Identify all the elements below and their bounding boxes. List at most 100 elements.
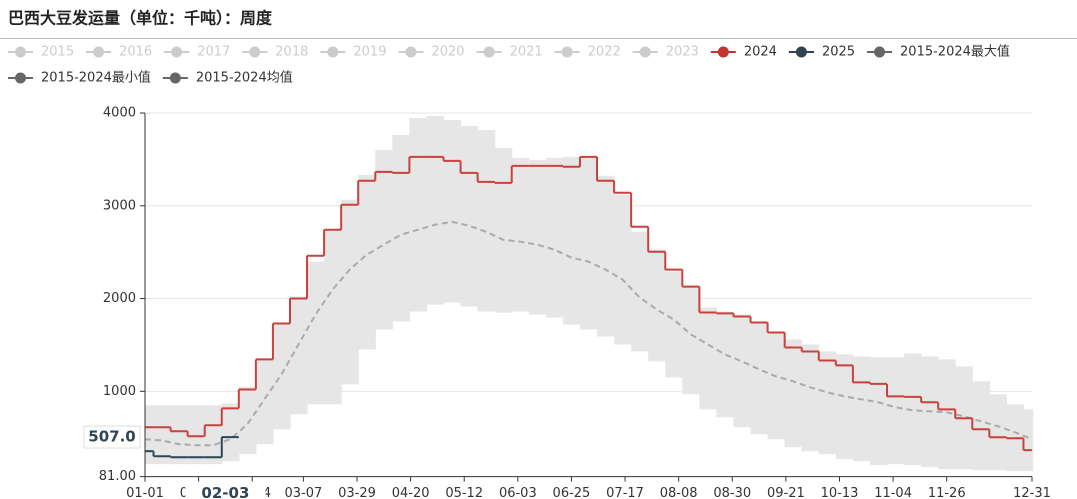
range-band bbox=[545, 157, 564, 318]
y-tick-label: 4000 bbox=[103, 106, 136, 121]
legend-icon-dot bbox=[15, 46, 26, 58]
range-band bbox=[153, 405, 172, 465]
legend-label: 2016 bbox=[119, 45, 152, 60]
range-band bbox=[511, 157, 530, 312]
x-tick-label: 06-25 bbox=[553, 486, 591, 499]
legend-icon-dot bbox=[171, 46, 183, 58]
range-band bbox=[938, 359, 956, 470]
range-band bbox=[835, 354, 854, 460]
legend-icon-dot bbox=[93, 46, 105, 58]
legend-item[interactable]: 2025 bbox=[788, 45, 855, 60]
y-tick-label: 81.00 bbox=[99, 469, 136, 484]
range-band bbox=[631, 231, 649, 352]
range-band bbox=[238, 386, 257, 455]
legend-icon-dot bbox=[327, 46, 339, 58]
legend-icon-dot bbox=[639, 46, 651, 58]
range-band bbox=[579, 157, 598, 330]
range-band bbox=[614, 194, 632, 345]
y-pointer-label: 507.0 bbox=[88, 428, 135, 446]
range-band bbox=[426, 115, 445, 305]
legend-item[interactable]: 2016 bbox=[86, 45, 152, 60]
legend-label: 2024 bbox=[744, 45, 777, 60]
range-band bbox=[307, 261, 325, 405]
y-tick-label: 3000 bbox=[103, 198, 136, 213]
range-band bbox=[716, 311, 735, 418]
legend-item[interactable]: 2015-2024均值 bbox=[162, 70, 293, 86]
range-band bbox=[1023, 409, 1034, 472]
legend-item[interactable]: 2022 bbox=[554, 45, 621, 60]
average-line bbox=[144, 220, 1033, 447]
legend-label: 2015-2024最小值 bbox=[41, 70, 151, 86]
legend-item[interactable]: 2024 bbox=[710, 45, 777, 60]
range-band bbox=[989, 394, 1008, 471]
range-band bbox=[869, 357, 888, 466]
x-tick-label: 06-03 bbox=[499, 486, 537, 499]
legend-item[interactable]: 2023 bbox=[632, 45, 699, 60]
range-band bbox=[409, 118, 428, 312]
range-band bbox=[784, 339, 803, 448]
range-band bbox=[528, 159, 547, 315]
x-tick-label: 04-20 bbox=[392, 486, 430, 499]
x-tick-label: 11-04 bbox=[874, 486, 912, 499]
range-band bbox=[375, 149, 393, 330]
x-pointer-label: 02-03 bbox=[201, 484, 249, 499]
range-band bbox=[665, 271, 683, 378]
range-band bbox=[767, 331, 786, 440]
legend-label: 2019 bbox=[353, 45, 386, 60]
legend-label: 2025 bbox=[822, 45, 855, 60]
range-band bbox=[494, 147, 513, 313]
legend-label: 2015-2024均值 bbox=[196, 70, 293, 86]
legend-icon-dot bbox=[561, 46, 573, 58]
range-band bbox=[750, 321, 769, 435]
x-tick-label: 03-07 bbox=[285, 486, 323, 499]
range-band bbox=[289, 296, 308, 415]
legend-label: 2021 bbox=[510, 45, 543, 60]
range-band bbox=[324, 229, 342, 405]
x-tick-label: 11-26 bbox=[928, 486, 966, 499]
legend-item[interactable]: 2017 bbox=[164, 45, 230, 60]
legend-icon-dot bbox=[249, 46, 261, 58]
x-tick-label: 08-30 bbox=[713, 486, 751, 499]
legend-icon-dot bbox=[405, 46, 417, 58]
range-band bbox=[221, 403, 240, 462]
legend-icon-dot bbox=[717, 46, 729, 58]
range-band bbox=[477, 129, 496, 312]
legend-item[interactable]: 2015-2024最小值 bbox=[8, 70, 151, 86]
legend-icon-dot bbox=[169, 72, 181, 84]
legend-label: 2023 bbox=[666, 45, 699, 60]
legend-icon-dot bbox=[874, 46, 886, 58]
legend-item[interactable]: 2020 bbox=[398, 45, 465, 60]
range-band bbox=[904, 353, 922, 466]
legend-label: 2015-2024最大值 bbox=[900, 44, 1010, 60]
legend-icon-dot bbox=[483, 46, 495, 58]
range-band bbox=[852, 356, 871, 462]
legend-icon-dot bbox=[795, 46, 807, 58]
legend-item[interactable]: 2018 bbox=[242, 45, 308, 60]
range-band bbox=[358, 174, 376, 350]
legend-item[interactable]: 2015-2024最大值 bbox=[867, 44, 1010, 60]
range-band bbox=[562, 156, 581, 325]
legend-item[interactable]: 2015 bbox=[8, 45, 74, 60]
range-band bbox=[801, 344, 820, 452]
x-tick-label: 01-01 bbox=[126, 486, 164, 499]
range-band bbox=[443, 119, 462, 303]
legend-icon-dot bbox=[15, 72, 26, 84]
range-band bbox=[887, 357, 905, 465]
range-band bbox=[170, 405, 189, 465]
range-band bbox=[187, 405, 206, 465]
y-tick-label: 1000 bbox=[103, 384, 136, 399]
x-tick-label: 03-29 bbox=[338, 486, 376, 499]
legend-label: 2020 bbox=[431, 45, 464, 60]
x-tick-label: 12-31 bbox=[1013, 486, 1051, 499]
range-band bbox=[818, 351, 837, 455]
y-pointer-box bbox=[83, 425, 141, 449]
legend-item[interactable]: 2021 bbox=[476, 45, 543, 60]
legend-item[interactable]: 2019 bbox=[320, 45, 386, 60]
range-band bbox=[272, 322, 291, 430]
x-tick-label: 10-13 bbox=[821, 486, 859, 499]
range-band bbox=[699, 307, 718, 410]
range-band bbox=[145, 405, 155, 465]
legend-label: 2018 bbox=[275, 45, 308, 60]
range-band bbox=[733, 314, 752, 428]
